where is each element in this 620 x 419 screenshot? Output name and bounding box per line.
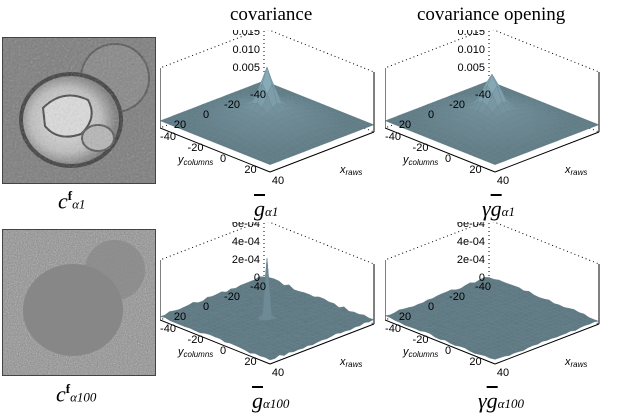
header-covariance-opening: covariance opening — [417, 4, 566, 25]
x-tick-label: -40 — [385, 131, 401, 143]
surface-mesh — [160, 258, 375, 361]
surface-plot-covariance-alpha100: 6e-044e-042e-040-40-2002040-40-2002040yc… — [160, 222, 388, 404]
z-tick-label: 0.010 — [232, 44, 260, 56]
x-tick-label: -20 — [188, 334, 204, 346]
image-c-alpha1 — [2, 37, 156, 184]
caption-gamma-g-alpha100: γgα100 — [478, 388, 524, 413]
x-axis-label: xraws — [339, 356, 362, 369]
y-axis-label: ycolumns — [402, 346, 438, 359]
x-tick-label: 0 — [220, 153, 226, 165]
caption-gamma-g-alpha1: γgα1 — [482, 196, 515, 221]
x-tick-label: -40 — [160, 131, 176, 143]
x-tick-label: 40 — [497, 175, 509, 187]
z-tick-label: 4e-04 — [457, 236, 485, 248]
x-tick-label: -20 — [413, 334, 429, 346]
x-tick-label: -40 — [160, 323, 176, 335]
z-tick-label: 0.005 — [457, 62, 485, 74]
surface-plot-opening-alpha1: 0.0150.0100.005-40-2002040-40-2002040yco… — [385, 30, 613, 212]
y-tick-label: -40 — [250, 89, 266, 101]
caption-c-alpha100: cfα100 — [56, 381, 97, 407]
surface-mesh — [160, 66, 375, 165]
y-tick-label: -40 — [250, 281, 266, 293]
x-tick-label: 40 — [272, 367, 284, 379]
caption-g-alpha100: gα100 — [252, 388, 290, 413]
y-tick-label: -20 — [449, 291, 465, 303]
x-tick-label: 0 — [220, 345, 226, 357]
x-tick-label: -40 — [385, 323, 401, 335]
y-tick-label: 0 — [203, 109, 209, 121]
z-axis-ticks: 0.015 0.010 0.005 — [232, 30, 260, 74]
y-tick-label: -20 — [224, 291, 240, 303]
z-tick-label: 0.005 — [232, 62, 260, 74]
x-axis-label: xraws — [564, 356, 587, 369]
x-axis-label: xraws — [564, 164, 587, 177]
z-tick-label: 6e-04 — [457, 222, 485, 230]
z-axis-ticks: 6e-04 4e-04 2e-04 0 — [232, 222, 260, 284]
y-tick-label: -40 — [475, 89, 491, 101]
x-tick-label: 0 — [445, 153, 451, 165]
y-tick-label: 0 — [428, 109, 434, 121]
z-tick-label: 4e-04 — [232, 236, 260, 248]
z-tick-label: 6e-04 — [232, 222, 260, 230]
y-tick-label: 20 — [174, 119, 186, 131]
x-tick-label: -20 — [413, 142, 429, 154]
y-tick-label: -20 — [449, 99, 465, 111]
x-tick-label: 0 — [445, 345, 451, 357]
z-tick-label: 0 — [254, 272, 260, 284]
y-axis-label: ycolumns — [177, 154, 213, 167]
y-tick-label: 20 — [174, 311, 186, 323]
z-tick-label: 0 — [479, 272, 485, 284]
x-tick-label: 20 — [244, 164, 256, 176]
caption-g-alpha1: gα1 — [254, 196, 279, 221]
x-tick-label: 20 — [469, 356, 481, 368]
surface-mesh — [385, 73, 600, 165]
z-axis-ticks: 6e-04 4e-04 2e-04 0 — [457, 222, 485, 284]
x-tick-label: 40 — [272, 175, 284, 187]
y-tick-label: -40 — [475, 281, 491, 293]
surface-plot-opening-alpha100: 6e-044e-042e-040-40-2002040-40-2002040yc… — [385, 222, 613, 404]
z-tick-label: 0.015 — [457, 30, 485, 38]
z-tick-label: 0.015 — [232, 30, 260, 38]
y-tick-label: 0 — [203, 301, 209, 313]
x-axis-label: xraws — [339, 164, 362, 177]
y-tick-label: -20 — [224, 99, 240, 111]
y-tick-label: 20 — [399, 119, 411, 131]
y-axis-label: ycolumns — [177, 346, 213, 359]
x-tick-label: 20 — [469, 164, 481, 176]
y-tick-label: 20 — [399, 311, 411, 323]
z-axis-ticks: 0.015 0.010 0.005 — [457, 30, 485, 74]
x-tick-label: -20 — [188, 142, 204, 154]
image-c-alpha100 — [2, 229, 156, 376]
surface-plot-covariance-alpha1: 0.0150.0100.005-40-2002040-40-2002040yco… — [160, 30, 388, 212]
header-covariance: covariance — [230, 4, 313, 25]
x-tick-label: 20 — [244, 356, 256, 368]
surface-mesh — [385, 277, 600, 360]
caption-c-alpha1: cfα1 — [58, 188, 86, 214]
z-tick-label: 0.010 — [457, 44, 485, 56]
y-axis-label: ycolumns — [402, 154, 438, 167]
z-tick-label: 2e-04 — [457, 254, 485, 266]
z-tick-label: 2e-04 — [232, 254, 260, 266]
x-tick-label: 40 — [497, 367, 509, 379]
y-tick-label: 0 — [428, 301, 434, 313]
